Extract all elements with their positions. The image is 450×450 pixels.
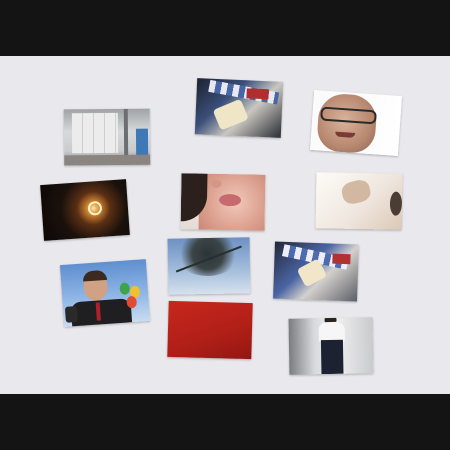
- balloon-red-shape: [126, 295, 138, 309]
- nose-shape: [211, 179, 222, 188]
- lips-shape: [218, 193, 242, 207]
- photo-thumbnail-man-corridor[interactable]: [288, 317, 374, 375]
- hair-shape: [82, 269, 108, 282]
- blur-shape: [339, 177, 373, 207]
- camera-lens-shape: [64, 305, 78, 323]
- photo-thumbnail-sneakers-2[interactable]: [273, 241, 359, 302]
- ground-shape: [64, 154, 151, 166]
- letterbox-top: [0, 0, 450, 56]
- photo-thumbnail-tree-sky[interactable]: [167, 237, 251, 295]
- red-detail-shape: [332, 253, 351, 265]
- photo-thumbnail-garage[interactable]: [63, 108, 151, 166]
- blue-barrel-shape: [135, 128, 149, 157]
- photo-thumbnail-red[interactable]: [167, 300, 253, 360]
- dark-edge-shape: [389, 191, 403, 216]
- photo-thumbnail-ceiling[interactable]: [315, 172, 403, 230]
- pants-shape: [320, 339, 344, 375]
- shoe-sole-shape: [212, 98, 249, 131]
- photo-thumbnail-man-suit[interactable]: [59, 259, 151, 327]
- balloon-green-shape: [119, 282, 131, 295]
- photo-thumbnail-child-face[interactable]: [180, 173, 266, 231]
- photo-collage: [0, 56, 450, 394]
- tree-leaves-shape: [175, 237, 241, 277]
- eclipse-ring-shape: [87, 200, 103, 216]
- photo-thumbnail-sneakers[interactable]: [194, 78, 284, 138]
- photo-thumbnail-eclipse[interactable]: [40, 179, 130, 241]
- photo-thumbnail-man-glasses[interactable]: [310, 90, 402, 156]
- garage-door-shape: [71, 112, 119, 154]
- red-detail-shape: [246, 88, 269, 100]
- letterbox-bottom: [0, 394, 450, 450]
- suit-shape: [70, 298, 133, 327]
